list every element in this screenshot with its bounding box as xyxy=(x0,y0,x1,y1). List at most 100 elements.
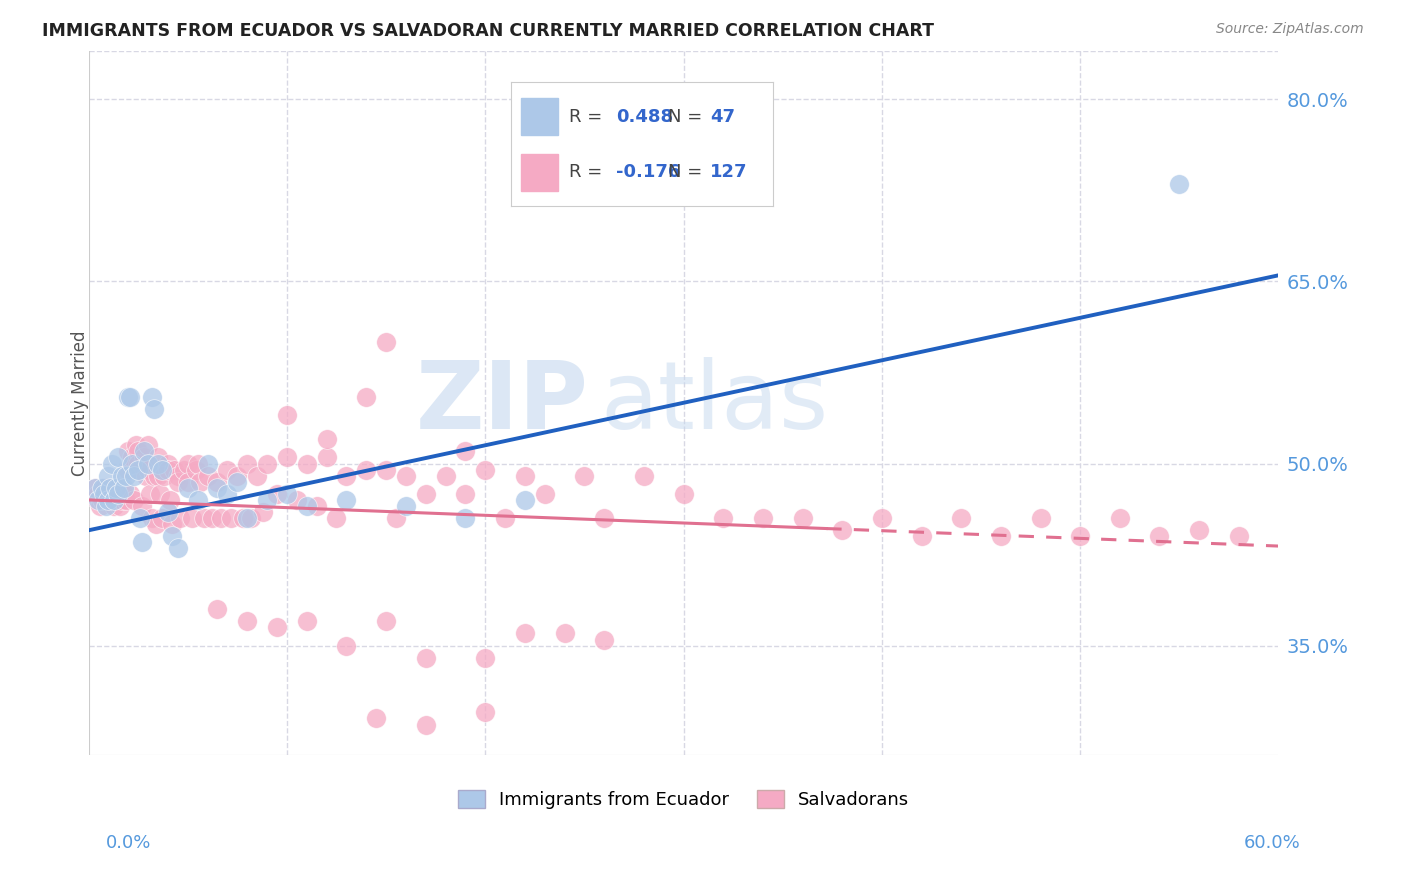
Point xyxy=(315,432,337,446)
Point xyxy=(226,475,249,489)
Text: 0.0%: 0.0% xyxy=(105,834,150,852)
Point xyxy=(354,462,377,476)
Point xyxy=(276,487,298,501)
Point xyxy=(217,462,239,476)
Point xyxy=(97,481,120,495)
Point xyxy=(513,492,536,507)
Point xyxy=(143,468,166,483)
Point xyxy=(177,475,200,489)
Point xyxy=(295,499,318,513)
Point xyxy=(166,475,188,489)
Point xyxy=(870,511,893,525)
Point xyxy=(160,529,183,543)
Point xyxy=(434,468,457,483)
Point xyxy=(236,457,259,471)
Point xyxy=(197,468,219,483)
Point xyxy=(163,462,186,476)
Point xyxy=(83,481,105,495)
Point xyxy=(207,481,229,495)
Point xyxy=(184,462,207,476)
Point xyxy=(83,481,105,495)
Point xyxy=(335,492,357,507)
Point xyxy=(117,444,139,458)
Point xyxy=(1188,523,1211,537)
Point xyxy=(101,457,124,471)
Point xyxy=(207,475,229,489)
Point xyxy=(121,457,143,471)
Text: 60.0%: 60.0% xyxy=(1244,834,1301,852)
Point xyxy=(139,487,162,501)
Point xyxy=(120,487,142,501)
Point xyxy=(193,511,215,525)
Point xyxy=(97,492,120,507)
Point xyxy=(91,481,114,495)
Point xyxy=(166,541,188,556)
Point xyxy=(169,511,191,525)
Point xyxy=(101,487,124,501)
Point xyxy=(100,487,122,501)
Point xyxy=(375,615,398,629)
Point xyxy=(122,468,145,483)
Point xyxy=(121,450,143,465)
Point xyxy=(112,487,135,501)
Point xyxy=(395,499,418,513)
Point xyxy=(87,492,110,507)
Point xyxy=(177,457,200,471)
Point xyxy=(533,487,555,501)
Point xyxy=(91,492,114,507)
Point xyxy=(454,487,477,501)
Point xyxy=(207,602,229,616)
Point xyxy=(135,468,157,483)
Point xyxy=(252,505,274,519)
Point xyxy=(305,499,328,513)
Point xyxy=(143,401,166,416)
Text: ZIP: ZIP xyxy=(415,357,588,449)
Point xyxy=(173,462,195,476)
Point xyxy=(153,468,176,483)
Point xyxy=(1108,511,1130,525)
Point xyxy=(375,335,398,350)
Y-axis label: Currently Married: Currently Married xyxy=(72,330,89,475)
Point xyxy=(266,620,288,634)
Point xyxy=(136,462,159,476)
Point xyxy=(187,457,209,471)
Point xyxy=(246,468,269,483)
Point xyxy=(366,711,388,725)
Point xyxy=(276,450,298,465)
Point xyxy=(89,499,111,513)
Point xyxy=(672,487,695,501)
Point xyxy=(141,511,163,525)
Point xyxy=(105,481,128,495)
Point xyxy=(131,499,153,513)
Point xyxy=(166,468,188,483)
Point xyxy=(105,492,128,507)
Point xyxy=(1149,529,1171,543)
Point xyxy=(266,487,288,501)
Point xyxy=(474,462,496,476)
Point xyxy=(131,535,153,549)
Point xyxy=(236,511,259,525)
Point xyxy=(752,511,775,525)
Point xyxy=(187,492,209,507)
Point xyxy=(315,450,337,465)
Point xyxy=(127,444,149,458)
Point xyxy=(117,462,139,476)
Point xyxy=(127,462,149,476)
Point xyxy=(385,511,408,525)
Point xyxy=(107,450,129,465)
Point xyxy=(141,390,163,404)
Point xyxy=(276,408,298,422)
Point xyxy=(111,468,134,483)
Point xyxy=(107,481,129,495)
Point xyxy=(574,468,596,483)
Point xyxy=(146,457,169,471)
Point xyxy=(150,462,173,476)
Point xyxy=(1029,511,1052,525)
Point xyxy=(145,517,167,532)
Point xyxy=(200,511,222,525)
Legend: Immigrants from Ecuador, Salvadorans: Immigrants from Ecuador, Salvadorans xyxy=(451,782,917,816)
Point xyxy=(593,511,616,525)
Point xyxy=(136,457,159,471)
Point xyxy=(454,444,477,458)
Point xyxy=(87,487,110,501)
